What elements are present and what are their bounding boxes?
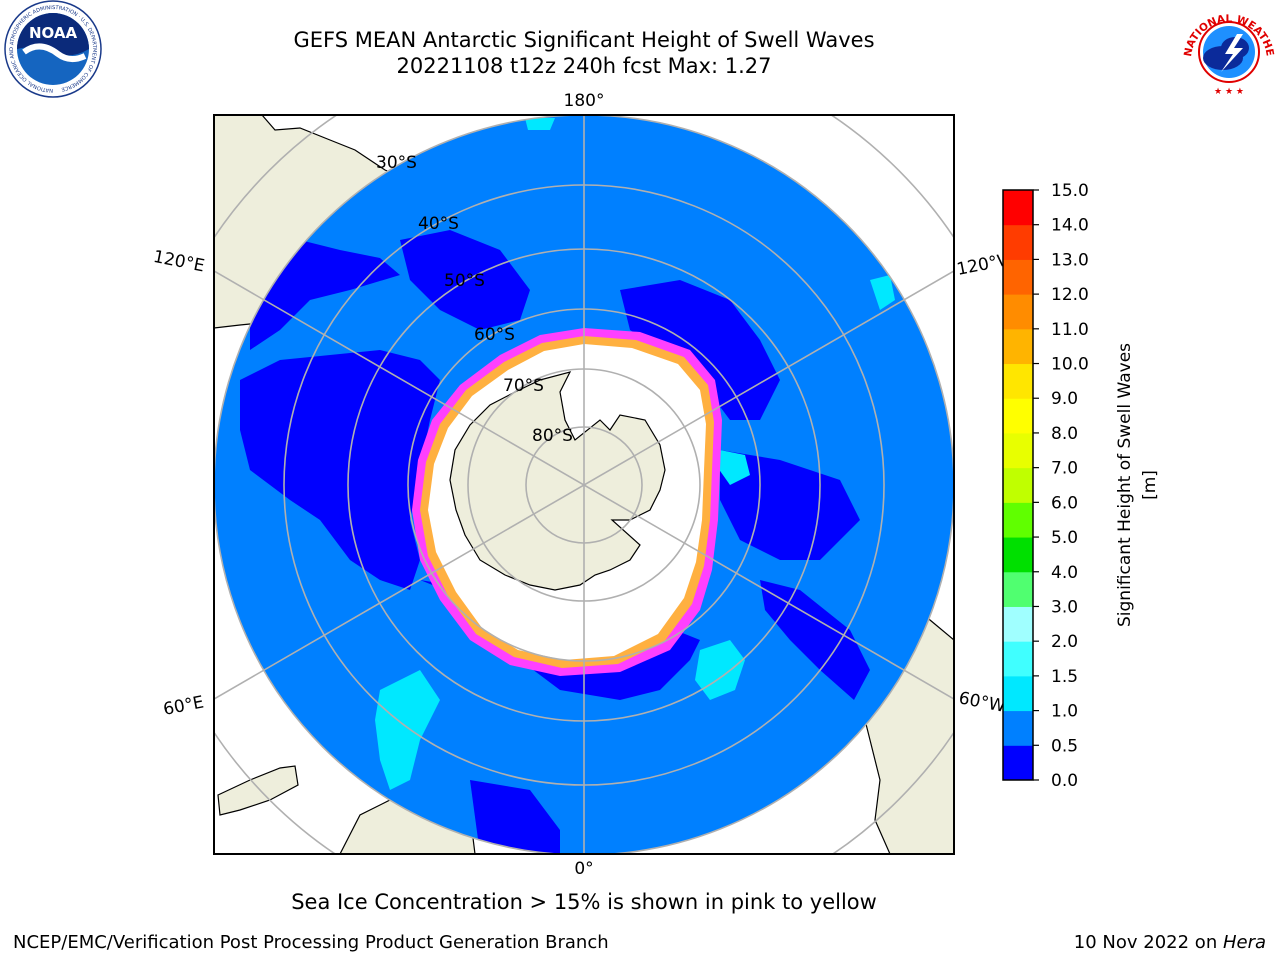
colorbar: 0.0 0.5 1.0 1.5 2.0 3.0 4.0 5.0 6.0 7.0 8.0 9.0 10.0… (1002, 181, 1089, 791)
colorbar-label-line: Significant Height of Swell Waves (1115, 343, 1135, 627)
colorbar-swatch (1003, 432, 1033, 469)
colorbar-tick-label: 13.0 (1051, 250, 1089, 270)
lon-label-upper-left: 120°E (152, 247, 207, 276)
colorbar-swatch (1003, 502, 1033, 538)
nws-logo: NATIONAL WEATHER SERVICE ★ ★ ★ (1177, 0, 1278, 99)
colorbar-tick-label: 9.0 (1051, 389, 1078, 409)
colorbar-tick-label: 7.0 (1051, 459, 1078, 479)
colorbar-tick-label: 5.0 (1051, 528, 1078, 548)
colorbar-label-line: [m] (1140, 470, 1160, 500)
lat-label-30s: 30°S (376, 153, 417, 173)
colorbar-swatch (1003, 606, 1033, 642)
chart-title: GEFS MEAN Antarctic Significant Height o… (293, 28, 875, 52)
lat-label-50s: 50°S (444, 271, 485, 291)
colorbar-tick-label: 6.0 (1051, 493, 1078, 513)
colorbar-swatch (1003, 467, 1033, 503)
low-swell-region (240, 350, 440, 590)
colorbar-tick-label: 4.0 (1051, 563, 1078, 583)
colorbar-tick-label: 2.0 (1051, 632, 1078, 652)
colorbar-swatch (1003, 259, 1033, 295)
lon-label-bottom: 0° (574, 859, 593, 879)
low-swell-region (400, 230, 530, 330)
colorbar-swatch (1003, 571, 1033, 607)
noaa-logo: NATIONAL OCEANIC AND ATMOSPHERIC ADMINIS… (4, 0, 102, 98)
swell-patch (695, 640, 745, 700)
colorbar-tick-label: 11.0 (1051, 320, 1089, 340)
colorbar-swatch (1003, 224, 1033, 260)
low-swell-region (620, 280, 780, 420)
noaa-wordmark: NOAA (29, 24, 78, 42)
chart-subtitle: 20221108 t12z 240h fcst Max: 1.27 (396, 54, 772, 78)
madagascar-land (217, 765, 299, 816)
sea-ice-note: Sea Ice Concentration > 15% is shown in … (291, 890, 877, 914)
lat-label-70s: 70°S (503, 376, 544, 396)
footer-credit: NCEP/EMC/Verification Post Processing Pr… (13, 932, 609, 953)
colorbar-tick-label: 8.0 (1051, 424, 1078, 444)
colorbar-swatch (1003, 675, 1033, 712)
swell-patch (375, 670, 440, 790)
colorbar-swatch (1003, 363, 1033, 399)
lat-label-60s: 60°S (474, 325, 515, 345)
low-swell-region (760, 580, 870, 700)
colorbar-swatch (1003, 745, 1033, 781)
footer-date-text: 10 Nov 2022 on (1073, 932, 1223, 953)
colorbar-frame (1002, 189, 1034, 781)
meridian-lines (214, 115, 954, 854)
colorbar-tick-label: 1.0 (1051, 702, 1078, 722)
swell-patch (870, 275, 895, 310)
colorbar-tick-label: 0.0 (1051, 771, 1078, 791)
colorbar-swatch (1003, 294, 1033, 330)
low-swell-region (720, 450, 860, 560)
colorbar-swatch (1003, 398, 1033, 434)
colorbar-swatch (1003, 710, 1033, 746)
colorbar-label: Significant Height of Swell Waves [m] (1115, 343, 1160, 627)
stars-icon: ★ ★ ★ (1214, 87, 1244, 97)
colorbar-tick-label: 15.0 (1051, 181, 1089, 201)
colorbar-swatch (1003, 641, 1033, 677)
swell-patch (718, 450, 750, 485)
lon-label-top: 180° (564, 91, 605, 111)
lat-label-40s: 40°S (418, 214, 459, 234)
low-swell-region (470, 780, 560, 854)
lon-label-lower-right: 60°W (957, 688, 1007, 717)
colorbar-tick-label: 3.0 (1051, 597, 1078, 617)
colorbar-tick-label: 0.5 (1051, 736, 1078, 756)
low-swell-region (250, 240, 400, 350)
map-frame (213, 114, 955, 855)
colorbar-swatch (1003, 328, 1033, 365)
swell-patch (525, 118, 555, 130)
colorbar-swatch (1003, 537, 1033, 573)
footer-host: Hera (1222, 932, 1266, 953)
colorbar-tick-label: 1.5 (1051, 667, 1078, 687)
footer-date: 10 Nov 2022 on Hera (1074, 932, 1266, 953)
lon-label-lower-left: 60°E (162, 692, 206, 719)
colorbar-swatch (1003, 190, 1033, 226)
colorbar-tick-label: 10.0 (1051, 355, 1089, 375)
lat-label-80s: 80°S (532, 426, 573, 446)
colorbar-tick-label: 12.0 (1051, 285, 1089, 305)
colorbar-tick-label: 14.0 (1051, 216, 1089, 236)
